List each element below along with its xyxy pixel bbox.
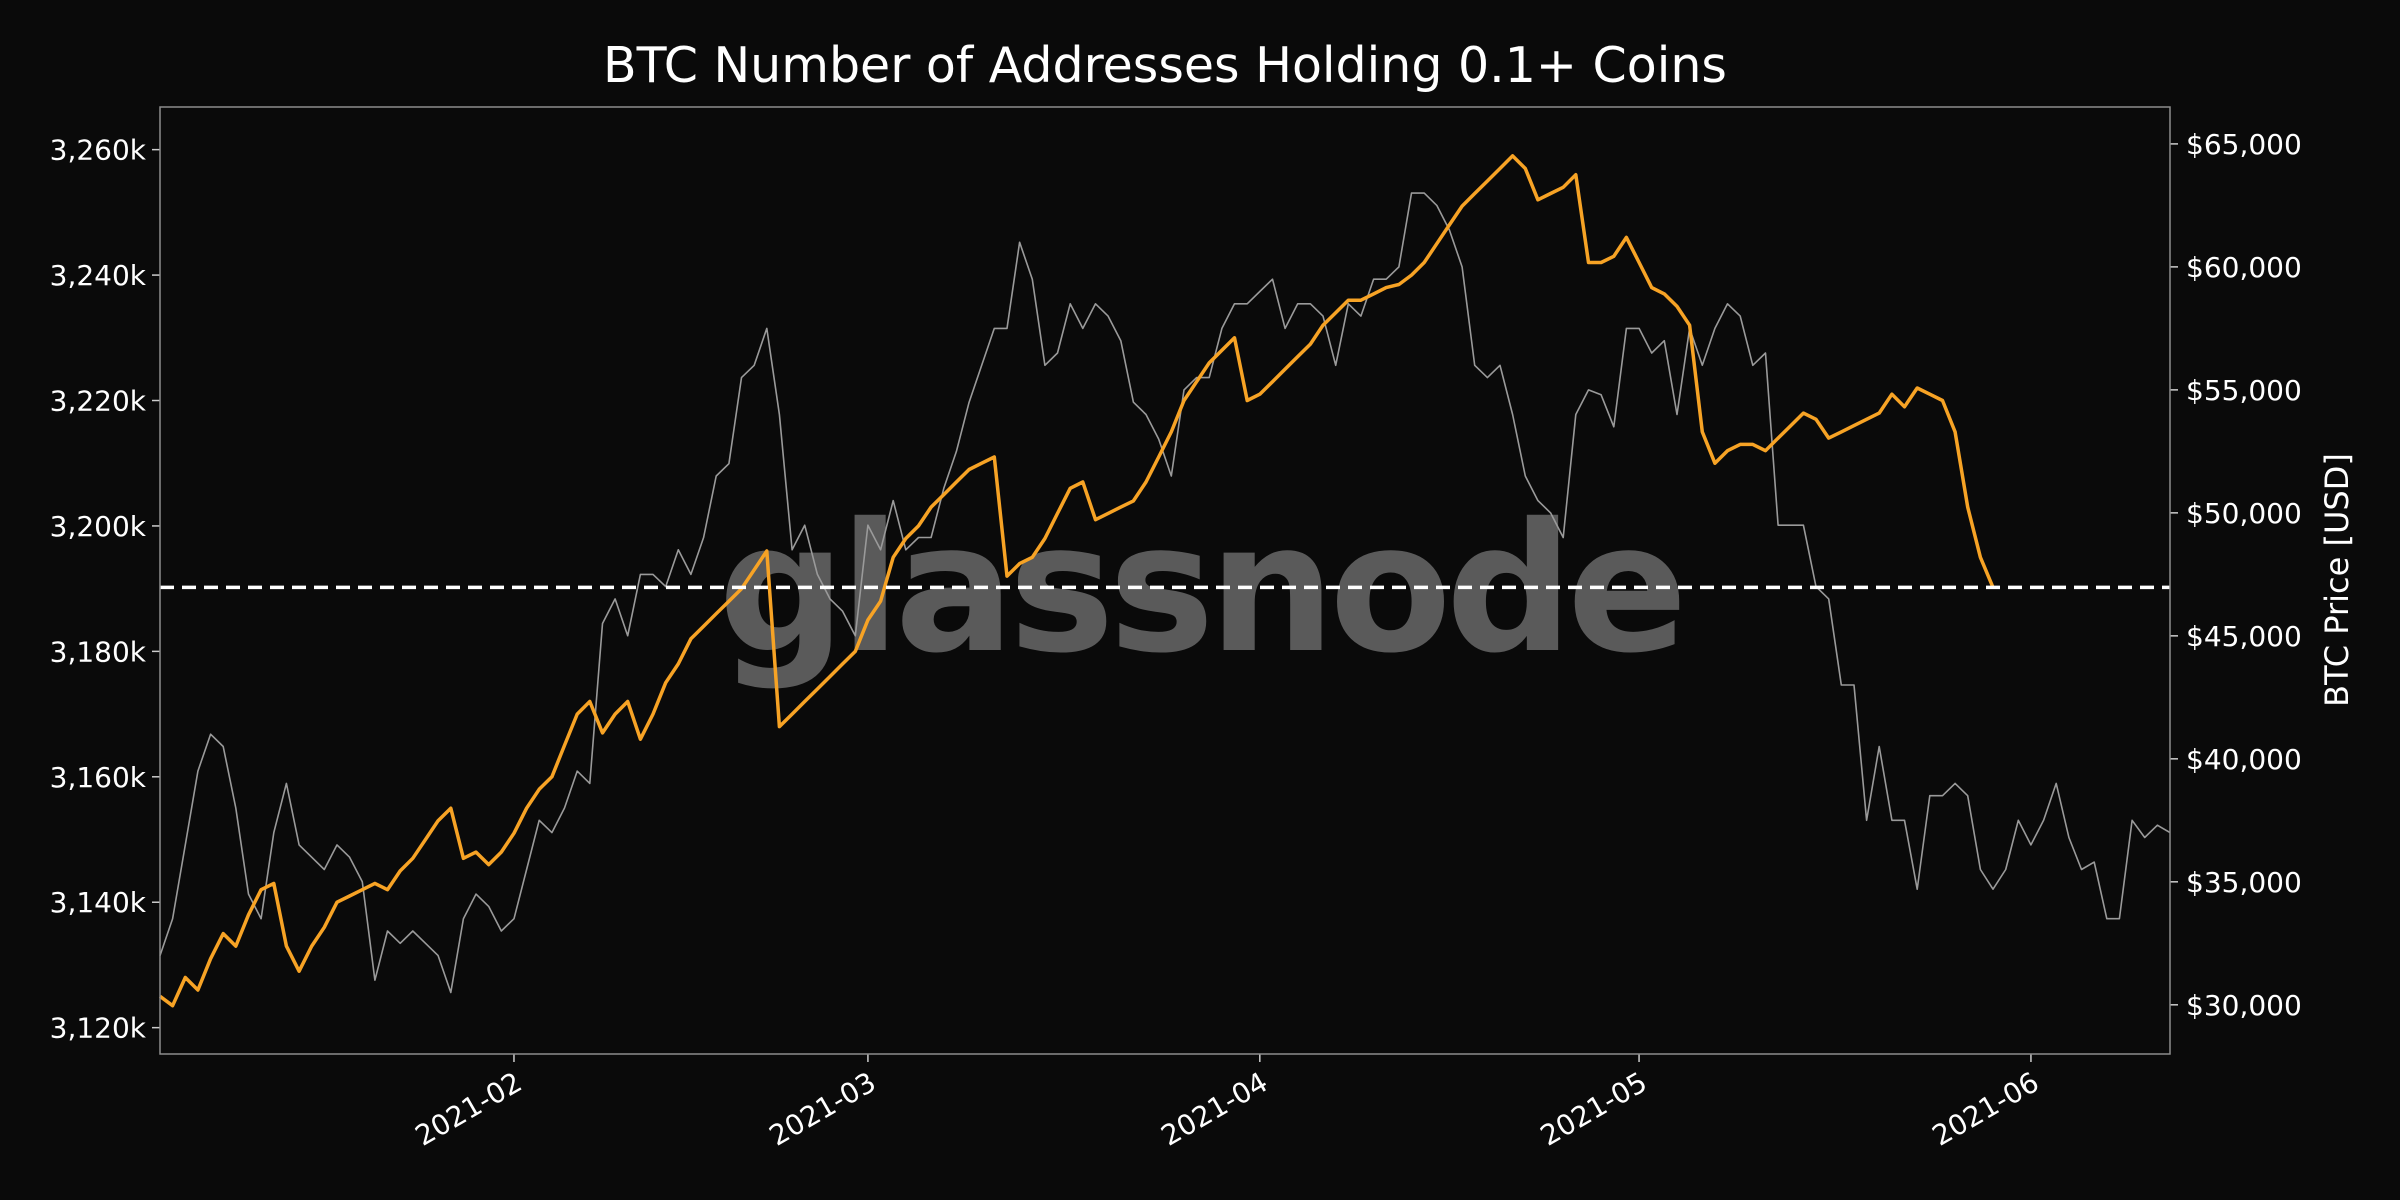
addresses-line xyxy=(158,154,1995,1008)
right-tick-label-3: $45,000 xyxy=(2186,620,2302,653)
left-tick-label-3: 3,180k xyxy=(50,635,147,668)
left-tick-label-0: 3,120k xyxy=(50,1012,147,1045)
plot-frame xyxy=(159,106,2171,1055)
plot-area xyxy=(158,154,2171,1008)
left-tick-label-4: 3,200k xyxy=(50,510,147,543)
left-tick-label-6: 3,240k xyxy=(50,259,147,292)
right-tick-label-6: $60,000 xyxy=(2186,251,2302,284)
right-axis-ticks: $30,000 $35,000 $40,000 $45,000 $50,000 $55,0… xyxy=(2170,128,2302,1022)
right-tick-label-1: $35,000 xyxy=(2186,866,2302,899)
right-axis-label: BTC Price [USD] xyxy=(2318,453,2356,707)
right-tick-label-4: $50,000 xyxy=(2186,497,2302,530)
left-tick-label-1: 3,140k xyxy=(50,886,147,919)
left-tick-label-2: 3,160k xyxy=(50,761,147,794)
right-tick-label-5: $55,000 xyxy=(2186,374,2302,407)
right-tick-label-7: $65,000 xyxy=(2186,128,2302,161)
right-tick-label-2: $40,000 xyxy=(2186,743,2302,776)
chart-title: BTC Number of Addresses Holding 0.1+ Coi… xyxy=(603,37,1727,94)
left-tick-label-7: 3,260k xyxy=(50,134,147,167)
left-axis-ticks: 3,120k 3,140k 3,160k 3,180k 3,200k 3,220k 3,24… xyxy=(50,134,160,1045)
right-tick-label-0: $30,000 xyxy=(2186,989,2302,1022)
left-tick-label-5: 3,220k xyxy=(50,385,147,418)
btc-price-line xyxy=(159,192,2171,994)
